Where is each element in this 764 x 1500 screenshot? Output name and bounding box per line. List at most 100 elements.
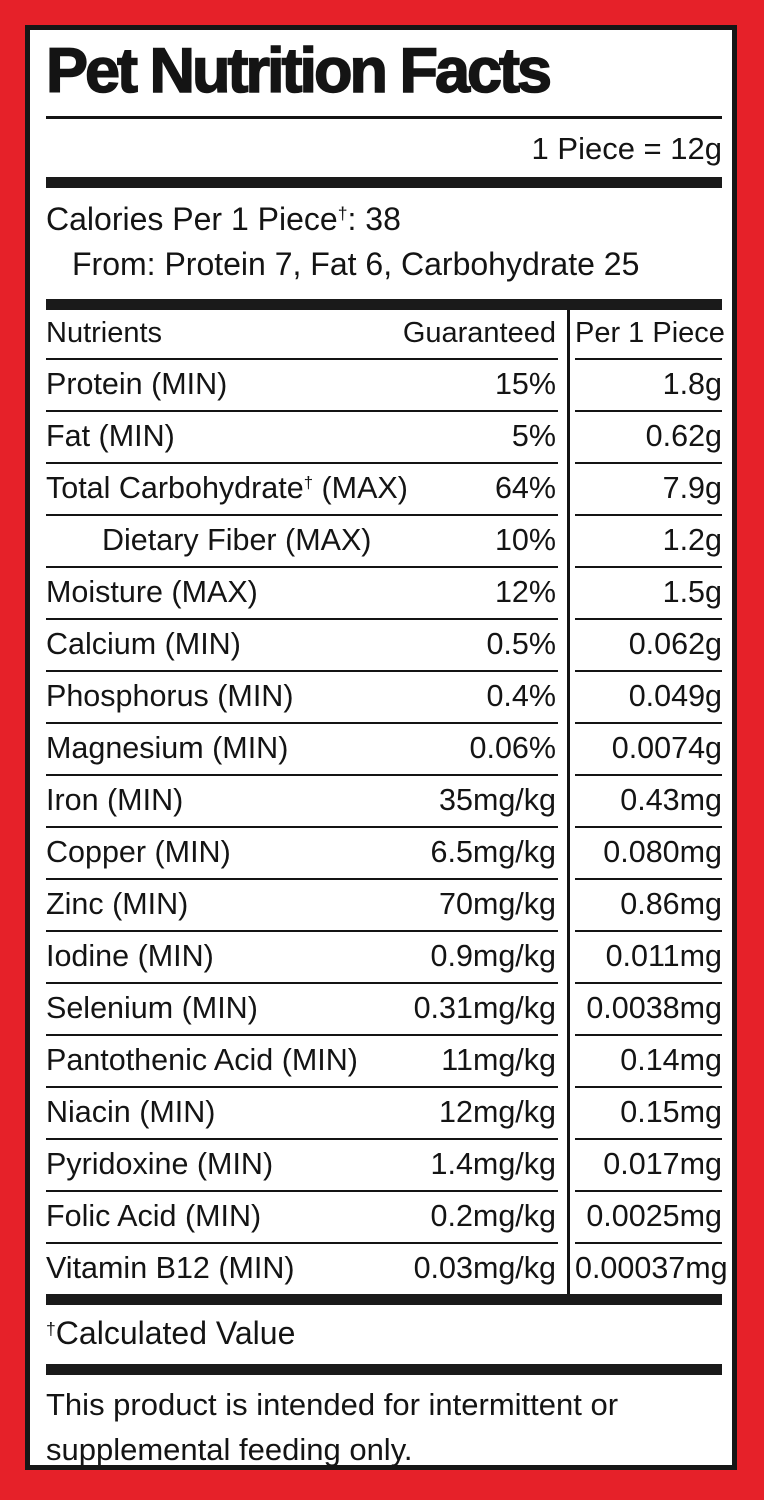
calories-value: : 38 [347, 201, 401, 238]
guaranteed-value: 0.06% [469, 730, 556, 765]
table-row: Total Carbohydrate† (MAX) 64% 7.9g [46, 464, 722, 516]
nutrient-rows: Protein (MIN) 15% 1.8g Fat (MIN) 5% 0.62g Tota… [46, 360, 728, 1294]
per-piece-value: 0.011mg [575, 932, 722, 984]
nutrient-name: Iodine (MIN) [46, 938, 214, 973]
per-piece-value: 1.5g [575, 568, 722, 620]
nutrient-name: Folic Acid (MIN) [46, 1198, 262, 1233]
row-left-cell: Phosphorus (MIN) 0.4% [46, 672, 558, 724]
table-row: Calcium (MIN) 0.5% 0.062g [46, 620, 722, 672]
guaranteed-value: 12mg/kg [439, 1094, 556, 1129]
table-row: Zinc (MIN) 70mg/kg 0.86mg [46, 880, 722, 932]
section-bar-calories [46, 298, 722, 310]
header-nutrients: Nutrients [46, 316, 163, 349]
calories-from-line: From: Protein 7, Fat 6, Carbohydrate 25 [72, 245, 640, 282]
per-piece-value: 0.062g [575, 620, 722, 672]
nutrient-name: Calcium (MIN) [46, 626, 241, 661]
row-left-cell: Pyridoxine (MIN) 1.4mg/kg [46, 1140, 558, 1192]
section-bar-footnote [46, 1363, 722, 1375]
serving-size: 1 Piece = 12g [531, 131, 722, 167]
per-piece-value: 0.15mg [575, 1088, 722, 1140]
per-piece-value: 0.0038mg [575, 984, 722, 1036]
per-piece-value: 0.049g [575, 672, 722, 724]
row-left-cell: Zinc (MIN) 70mg/kg [46, 880, 558, 932]
calories-text: Calories Per 1 Piece [46, 201, 338, 238]
header-guaranteed: Guaranteed [402, 316, 556, 349]
table-row: Pyridoxine (MIN) 1.4mg/kg 0.017mg [46, 1140, 722, 1192]
table-row: Iron (MIN) 35mg/kg 0.43mg [46, 776, 722, 828]
guaranteed-value: 0.4% [486, 678, 556, 713]
per-piece-value: 0.0074g [575, 724, 722, 776]
nutrient-name: Magnesium (MIN) [46, 730, 289, 765]
per-piece-value: 0.017mg [575, 1140, 722, 1192]
nutrient-name: Zinc (MIN) [46, 886, 189, 921]
per-piece-value: 0.0025mg [575, 1192, 722, 1244]
guaranteed-value: 35mg/kg [439, 782, 556, 817]
nutrition-panel: Pet Nutrition Facts 1 Piece = 12g Calori… [25, 25, 737, 1470]
table-row: Moisture (MAX) 12% 1.5g [46, 568, 722, 620]
page-title: Pet Nutrition Facts [45, 36, 553, 106]
guaranteed-value: 15% [494, 366, 556, 401]
row-left-cell: Iodine (MIN) 0.9mg/kg [46, 932, 558, 984]
guaranteed-value: 12% [494, 574, 556, 609]
guaranteed-value: 5% [511, 418, 556, 453]
section-bar-top [46, 177, 722, 189]
per-piece-value: 1.2g [575, 516, 722, 568]
table-row: Selenium (MIN) 0.31mg/kg 0.0038mg [46, 984, 722, 1036]
table-row: Niacin (MIN) 12mg/kg 0.15mg [46, 1088, 722, 1140]
row-left-cell: Pantothenic Acid (MIN) 11mg/kg [46, 1036, 558, 1088]
table-row: Folic Acid (MIN) 0.2mg/kg 0.0025mg [46, 1192, 722, 1244]
section-bar-bottom [46, 1293, 722, 1305]
calories-line: Calories Per 1 Piece†: 38 [46, 197, 722, 242]
guaranteed-value: 0.31mg/kg [413, 990, 556, 1025]
per-piece-value: 0.86mg [575, 880, 722, 932]
row-left-cell: Folic Acid (MIN) 0.2mg/kg [46, 1192, 558, 1244]
nutrient-name: Pantothenic Acid (MIN) [46, 1042, 358, 1077]
nutrient-name: Pyridoxine (MIN) [46, 1146, 274, 1181]
nutrient-name: Fat (MIN) [46, 418, 175, 453]
guaranteed-value: 1.4mg/kg [430, 1146, 556, 1181]
nutrient-name: Moisture (MAX) [46, 574, 258, 609]
table-divider [567, 309, 570, 1294]
per-piece-value: 1.8g [575, 360, 722, 412]
nutrient-name: Phosphorus (MIN) [46, 678, 294, 713]
per-piece-value: 0.62g [575, 412, 722, 464]
row-left-cell: Moisture (MAX) 12% [46, 568, 558, 620]
table-row: Phosphorus (MIN) 0.4% 0.049g [46, 672, 722, 724]
guaranteed-value: 70mg/kg [439, 886, 556, 921]
dagger-icon: † [303, 472, 314, 492]
row-left-cell: Copper (MIN) 6.5mg/kg [46, 828, 558, 880]
row-left-cell: Selenium (MIN) 0.31mg/kg [46, 984, 558, 1036]
row-left-cell: Calcium (MIN) 0.5% [46, 620, 558, 672]
table-row: Magnesium (MIN) 0.06% 0.0074g [46, 724, 722, 776]
per-piece-value: 0.43mg [575, 776, 722, 828]
guaranteed-value: 64% [494, 470, 556, 505]
table-row: Protein (MIN) 15% 1.8g [46, 360, 722, 412]
header-left-cell: Nutrients Guaranteed [46, 310, 558, 360]
nutrients-table: Nutrients Guaranteed Per 1 Piece Protein… [46, 309, 728, 1294]
guaranteed-value: 6.5mg/kg [430, 834, 556, 869]
footnote: †Calculated Value [46, 1305, 722, 1364]
guaranteed-value: 0.9mg/kg [430, 938, 556, 973]
dagger-icon: † [46, 1318, 56, 1339]
row-left-cell: Iron (MIN) 35mg/kg [46, 776, 558, 828]
nutrient-name: Vitamin B12 (MIN) [46, 1250, 295, 1285]
title-rule [46, 116, 722, 120]
row-left-cell: Protein (MIN) 15% [46, 360, 558, 412]
per-piece-value: 0.080mg [575, 828, 722, 880]
nutrient-name: Selenium (MIN) [46, 990, 258, 1025]
row-left-cell: Vitamin B12 (MIN) 0.03mg/kg [46, 1244, 558, 1294]
table-row: Fat (MIN) 5% 0.62g [46, 412, 722, 464]
guaranteed-value: 0.5% [486, 626, 556, 661]
dagger-icon: † [337, 203, 348, 224]
feeding-statement: This product is intended for intermitten… [46, 1386, 619, 1467]
nutrient-name: Niacin (MIN) [46, 1094, 216, 1129]
per-piece-value: 0.00037mg [575, 1250, 728, 1285]
per-piece-value: 7.9g [575, 464, 722, 516]
guaranteed-value: 0.03mg/kg [413, 1250, 556, 1285]
row-left-cell: Total Carbohydrate† (MAX) 64% [46, 464, 558, 516]
per-piece-value: 0.14mg [575, 1036, 722, 1088]
table-row: Dietary Fiber (MAX) 10% 1.2g [46, 516, 722, 568]
table-row: Pantothenic Acid (MIN) 11mg/kg 0.14mg [46, 1036, 722, 1088]
footnote-text: Calculated Value [55, 1314, 296, 1351]
